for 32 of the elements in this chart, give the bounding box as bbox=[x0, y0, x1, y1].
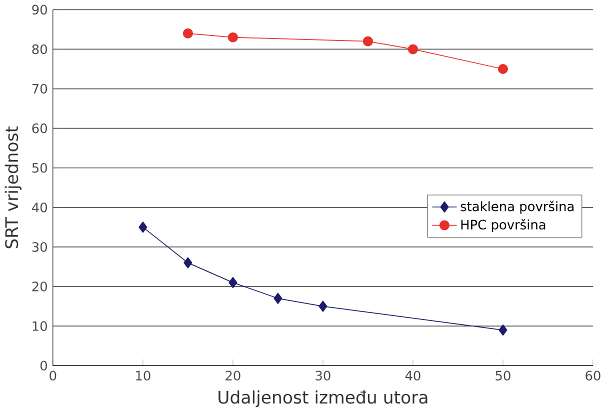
x-tick-label: 0 bbox=[50, 370, 56, 381]
y-tick-label: 60 bbox=[32, 123, 47, 134]
x-tick-label: 10 bbox=[136, 370, 150, 381]
y-tick-label: 50 bbox=[32, 163, 47, 173]
x-tick-label: 40 bbox=[405, 370, 420, 381]
x-axis-title: Udaljenost između utora bbox=[218, 390, 428, 408]
point bbox=[184, 257, 192, 268]
legend-label: staklena površina bbox=[460, 200, 574, 214]
y-tick-label: 0 bbox=[40, 360, 47, 371]
y-tick-label: 10 bbox=[32, 321, 47, 332]
point bbox=[362, 36, 373, 46]
point bbox=[228, 277, 238, 288]
y-tick-label: 80 bbox=[32, 44, 47, 54]
point bbox=[138, 222, 148, 233]
y-tick-label: 90 bbox=[32, 4, 47, 15]
x-tick-label: 50 bbox=[496, 370, 510, 381]
y-tick-label: 40 bbox=[32, 202, 47, 212]
point bbox=[498, 64, 508, 74]
y-tick-label: 30 bbox=[32, 242, 47, 252]
point bbox=[498, 324, 508, 336]
point bbox=[318, 300, 328, 312]
y-tick-label: 20 bbox=[32, 282, 47, 292]
point bbox=[182, 28, 193, 39]
point bbox=[408, 44, 418, 54]
point bbox=[274, 292, 282, 304]
x-tick-label: 30 bbox=[316, 370, 330, 381]
x-tick-label: 60 bbox=[586, 370, 600, 381]
y-axis-title: SRT vrijednost bbox=[4, 126, 22, 248]
legend-label: HPC površina bbox=[461, 219, 546, 232]
x-tick-label: 20 bbox=[226, 370, 240, 381]
y-tick-label: 70 bbox=[32, 84, 47, 94]
point bbox=[228, 32, 238, 42]
